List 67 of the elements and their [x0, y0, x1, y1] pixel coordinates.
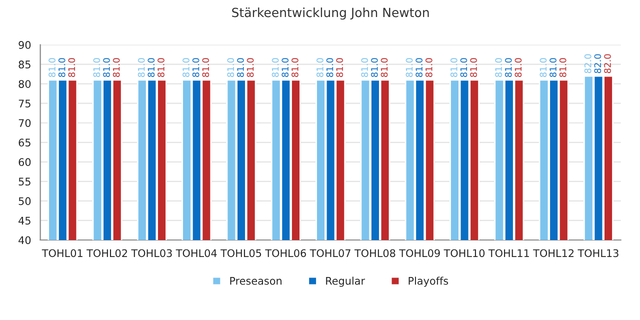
data-label: 81.0 [495, 58, 502, 77]
data-label: 81.0 [470, 58, 477, 77]
y-tick-label: 40 [18, 236, 31, 244]
data-label: 81.0 [559, 58, 566, 77]
data-label: 81.0 [450, 58, 458, 77]
data-label: 81.0 [103, 58, 110, 77]
data-label: 81.0 [514, 58, 522, 77]
data-label: 81.0 [416, 58, 422, 77]
y-tick-label: 60 [18, 158, 31, 166]
data-label: 81.0 [371, 58, 378, 77]
data-label: 81.0 [540, 58, 547, 77]
y-tick-label: 75 [18, 100, 30, 108]
x-tick-label: TOHL03 [131, 249, 172, 258]
y-tick-label: 55 [18, 178, 30, 186]
data-label: 82.0 [584, 54, 592, 74]
x-tick-label: TOHL07 [310, 249, 350, 258]
data-label: 82.0 [604, 54, 611, 74]
x-tick-label: TOHL10 [444, 249, 485, 258]
chart-title: Stärkeentwicklung John Newton [232, 8, 429, 20]
x-tick-label: TOHL11 [488, 249, 529, 258]
data-label: 81.0 [68, 58, 76, 77]
data-label: 81.0 [48, 58, 56, 77]
data-label: 81.0 [272, 58, 279, 77]
data-label: 81.0 [227, 58, 234, 77]
data-label: 81.0 [380, 58, 388, 77]
x-tick-label: TOHL06 [265, 249, 306, 258]
y-tick-label: 85 [18, 60, 30, 68]
data-label: 81.0 [93, 58, 100, 77]
data-label: 81.0 [246, 58, 254, 77]
data-label: 81.0 [202, 58, 210, 77]
data-label: 81.0 [460, 58, 468, 77]
data-label: 81.0 [326, 58, 334, 77]
y-tick-label: 70 [18, 119, 31, 127]
data-label: 81.0 [237, 58, 244, 77]
x-tick-label: TOHL04 [176, 249, 217, 258]
y-tick-label: 90 [18, 41, 31, 49]
legend-label: Regular [326, 276, 366, 287]
data-label: 81.0 [58, 58, 66, 77]
data-label: 81.0 [182, 58, 190, 77]
legend-label: Preseason [230, 277, 282, 285]
data-label: 82.0 [594, 54, 602, 74]
x-tick-label: TOHL01 [42, 249, 82, 258]
data-label: 81.0 [292, 58, 298, 77]
data-label: 81.0 [158, 58, 164, 77]
data-label: 81.0 [282, 58, 289, 77]
x-tick-label: TOHL13 [578, 249, 618, 258]
data-label: 81.0 [336, 58, 344, 77]
data-label: 81.0 [112, 58, 120, 77]
x-tick-label: TOHL02 [86, 249, 127, 258]
x-tick-label: TOHL12 [533, 249, 574, 258]
x-tick-label: TOHL09 [399, 249, 440, 258]
data-label: 81.0 [406, 58, 413, 77]
y-tick-label: 50 [18, 197, 31, 206]
data-label: 81.0 [192, 58, 200, 77]
x-tick-label: TOHL08 [354, 249, 396, 258]
y-tick-label: 65 [18, 138, 30, 147]
data-label: 81.0 [550, 58, 556, 77]
legend-label: Playoffs [408, 276, 448, 287]
data-label: 81.0 [361, 58, 368, 77]
data-label: 81.0 [316, 58, 324, 77]
data-label: 81.0 [138, 58, 145, 77]
data-label: 81.0 [425, 58, 432, 77]
data-label: 81.0 [504, 58, 512, 77]
data-label: 81.0 [148, 58, 155, 77]
y-tick-label: 80 [18, 80, 31, 88]
x-tick-label: TOHL05 [220, 249, 262, 258]
y-tick-label: 45 [18, 216, 30, 225]
